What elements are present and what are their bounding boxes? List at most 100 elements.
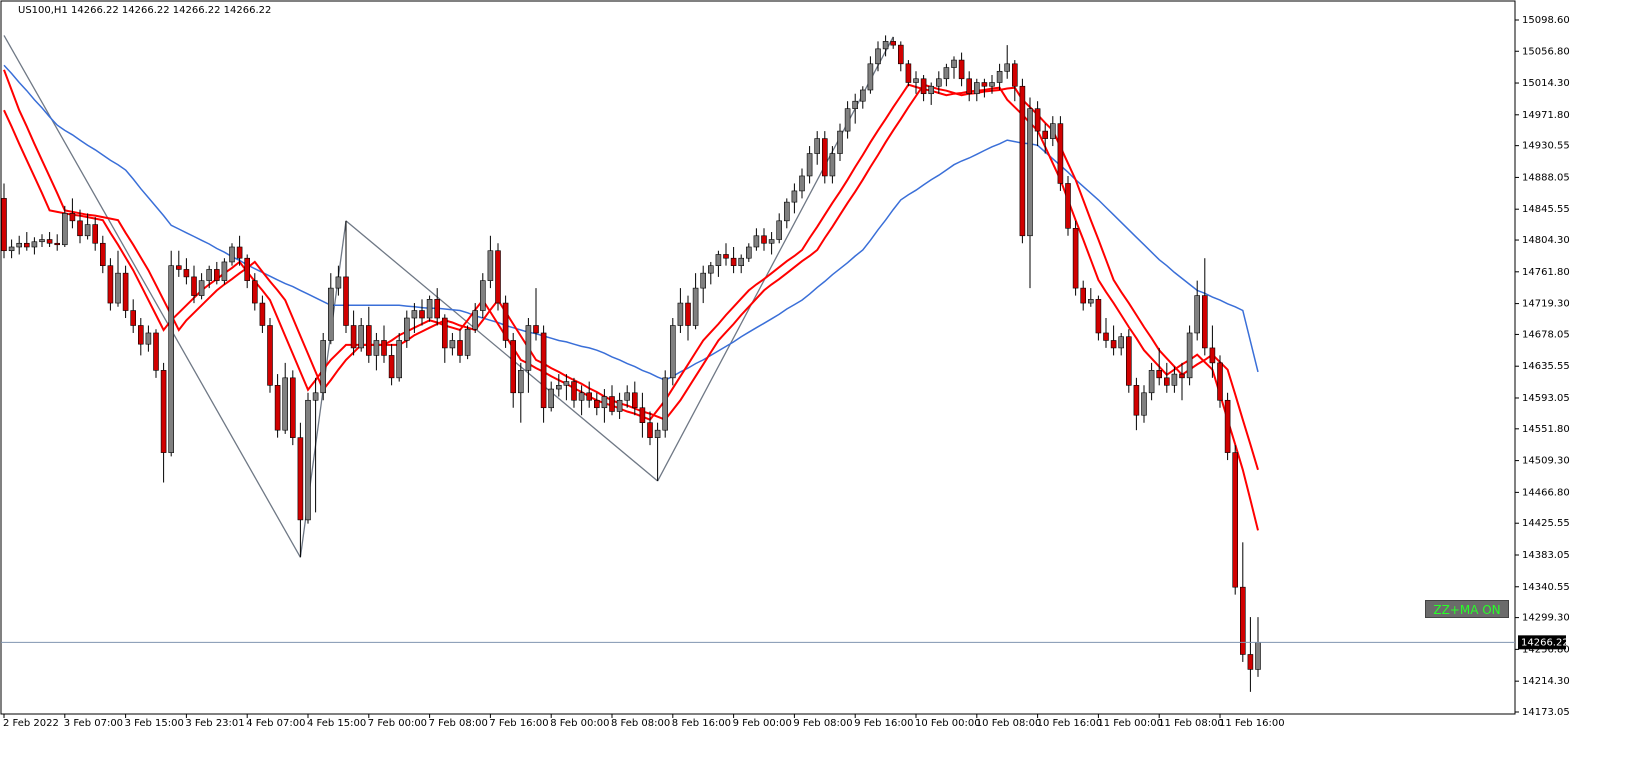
candle-body [479,280,486,311]
candle-body [8,246,15,252]
candle-body [897,44,904,65]
candle-body [517,370,524,394]
candle-body [23,242,30,248]
candle-body [791,190,798,203]
y-tick-label: 14971.80 [1522,110,1570,121]
y-tick-label: 15056.80 [1522,46,1570,57]
candle-body [951,59,957,68]
candle-body [61,213,68,246]
candle-body [297,437,304,521]
y-tick-label: 14173.05 [1522,707,1570,718]
candle-body [1118,336,1124,349]
y-tick-label: 15098.60 [1522,15,1570,26]
candle-body [844,108,851,132]
candle-body [1164,377,1170,386]
candle-body [244,257,250,281]
candle-body [928,85,935,95]
x-tick-label: 11 Feb 00:00 [1097,718,1163,729]
candle-body [700,272,707,289]
candle-body [1232,452,1238,588]
candle-body [829,153,836,177]
candle-body [39,239,45,243]
candle-body [92,224,98,244]
candle-body [289,377,296,438]
x-tick-label: 8 Feb 00:00 [550,718,609,729]
candle-body [236,246,243,259]
candle-body [221,261,228,281]
moving-average-line [3,83,1259,531]
candle-body [1133,385,1140,416]
candle-body [252,280,258,304]
candle-body [609,396,615,412]
candle-body [122,272,129,311]
candle-body [814,138,821,154]
candle-body [191,276,197,296]
candle-body [1171,373,1178,386]
candle-body [882,41,889,50]
candle-body [206,269,212,281]
candle-body [457,340,463,356]
candle-body [1027,108,1033,237]
candle-body [320,340,327,394]
y-tick-label: 14383.05 [1522,550,1570,561]
candle-body [69,213,76,222]
zigzag-segment [657,36,894,482]
candle-body [160,370,167,453]
candle-body [692,287,699,326]
candle-body [783,201,790,222]
candle-body [1126,336,1132,386]
candle-body [563,381,570,386]
candle-body [525,325,532,371]
y-tick-label: 14466.80 [1522,487,1570,498]
candle-body [107,265,114,304]
last-price-label: 14266.22 [1521,637,1569,648]
candle-body [601,396,608,409]
candle-body [46,239,53,244]
candle-body [1019,85,1026,237]
candle-body [631,392,638,409]
indicator-toggle-button[interactable]: ZZ+MA ON [1425,600,1509,618]
candle-body [267,325,273,386]
candle-body [1072,228,1079,289]
x-tick-label: 7 Feb 08:00 [429,718,488,729]
y-tick-label: 14256.80 [1522,644,1570,655]
x-tick-label: 10 Feb 08:00 [976,718,1042,729]
candle-body [510,340,517,394]
candle-body [533,325,539,334]
candle-body [358,325,365,349]
candle-body [16,242,23,248]
candle-body [593,399,600,409]
candle-body [274,385,281,431]
y-tick-label: 14214.30 [1522,676,1570,687]
candle-body [365,325,372,356]
y-tick-label: 14888.05 [1522,172,1570,183]
candle-body [464,328,471,356]
y-tick-label: 14551.80 [1522,424,1570,435]
plot-frame [0,0,1516,715]
candle-body [1057,123,1064,184]
candle-body [859,89,866,102]
x-tick-label: 9 Feb 00:00 [733,718,792,729]
candle-body [229,246,235,263]
y-tick-label: 14761.80 [1522,267,1570,278]
candle-body [1042,130,1048,139]
candle-body [768,239,775,244]
candle-body [867,63,874,91]
candle-body [890,41,897,46]
candle-body [821,138,828,177]
last-price-box [1518,635,1566,650]
candle-body [996,70,1003,83]
candle-body [502,302,509,341]
candle-body [472,310,479,330]
candle-body [730,257,737,266]
candle-body [1156,370,1162,379]
candle-body [419,310,425,319]
moving-average-line [3,69,1259,471]
candle-body [639,407,646,423]
candle-body [305,399,311,521]
candle-body [115,272,121,304]
chart-title: US100,H1 14266.22 14266.22 14266.22 1426… [18,5,271,16]
y-tick-label: 14593.05 [1522,393,1570,404]
